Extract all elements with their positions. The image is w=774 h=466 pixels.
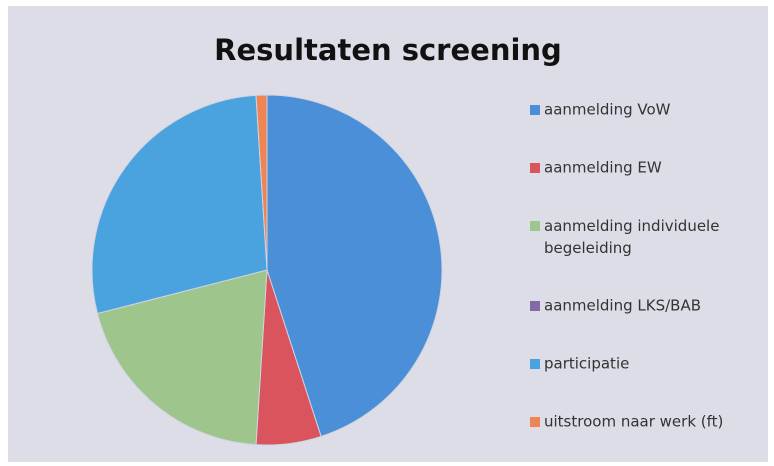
legend-swatch <box>530 359 540 369</box>
pie-slice <box>96 269 268 446</box>
legend-label: aanmelding VoW <box>544 101 671 119</box>
legend-swatch <box>530 105 540 115</box>
chart-title: Resultaten screening <box>214 33 562 67</box>
legend-swatch <box>530 163 540 173</box>
legend-label: aanmelding LKS/BAB <box>544 297 701 315</box>
legend-label: aanmelding EW <box>544 159 662 177</box>
legend-swatch <box>530 417 540 427</box>
pie-slice <box>266 94 443 438</box>
legend-swatch <box>530 221 540 231</box>
pie-slice <box>91 94 268 315</box>
legend-label: participatie <box>544 355 629 373</box>
legend-label: uitstroom naar werk (ft) <box>544 413 723 431</box>
legend-swatch <box>530 301 540 311</box>
legend-label: aanmelding individuele begeleiding <box>544 217 719 257</box>
pie-slice <box>255 94 268 271</box>
